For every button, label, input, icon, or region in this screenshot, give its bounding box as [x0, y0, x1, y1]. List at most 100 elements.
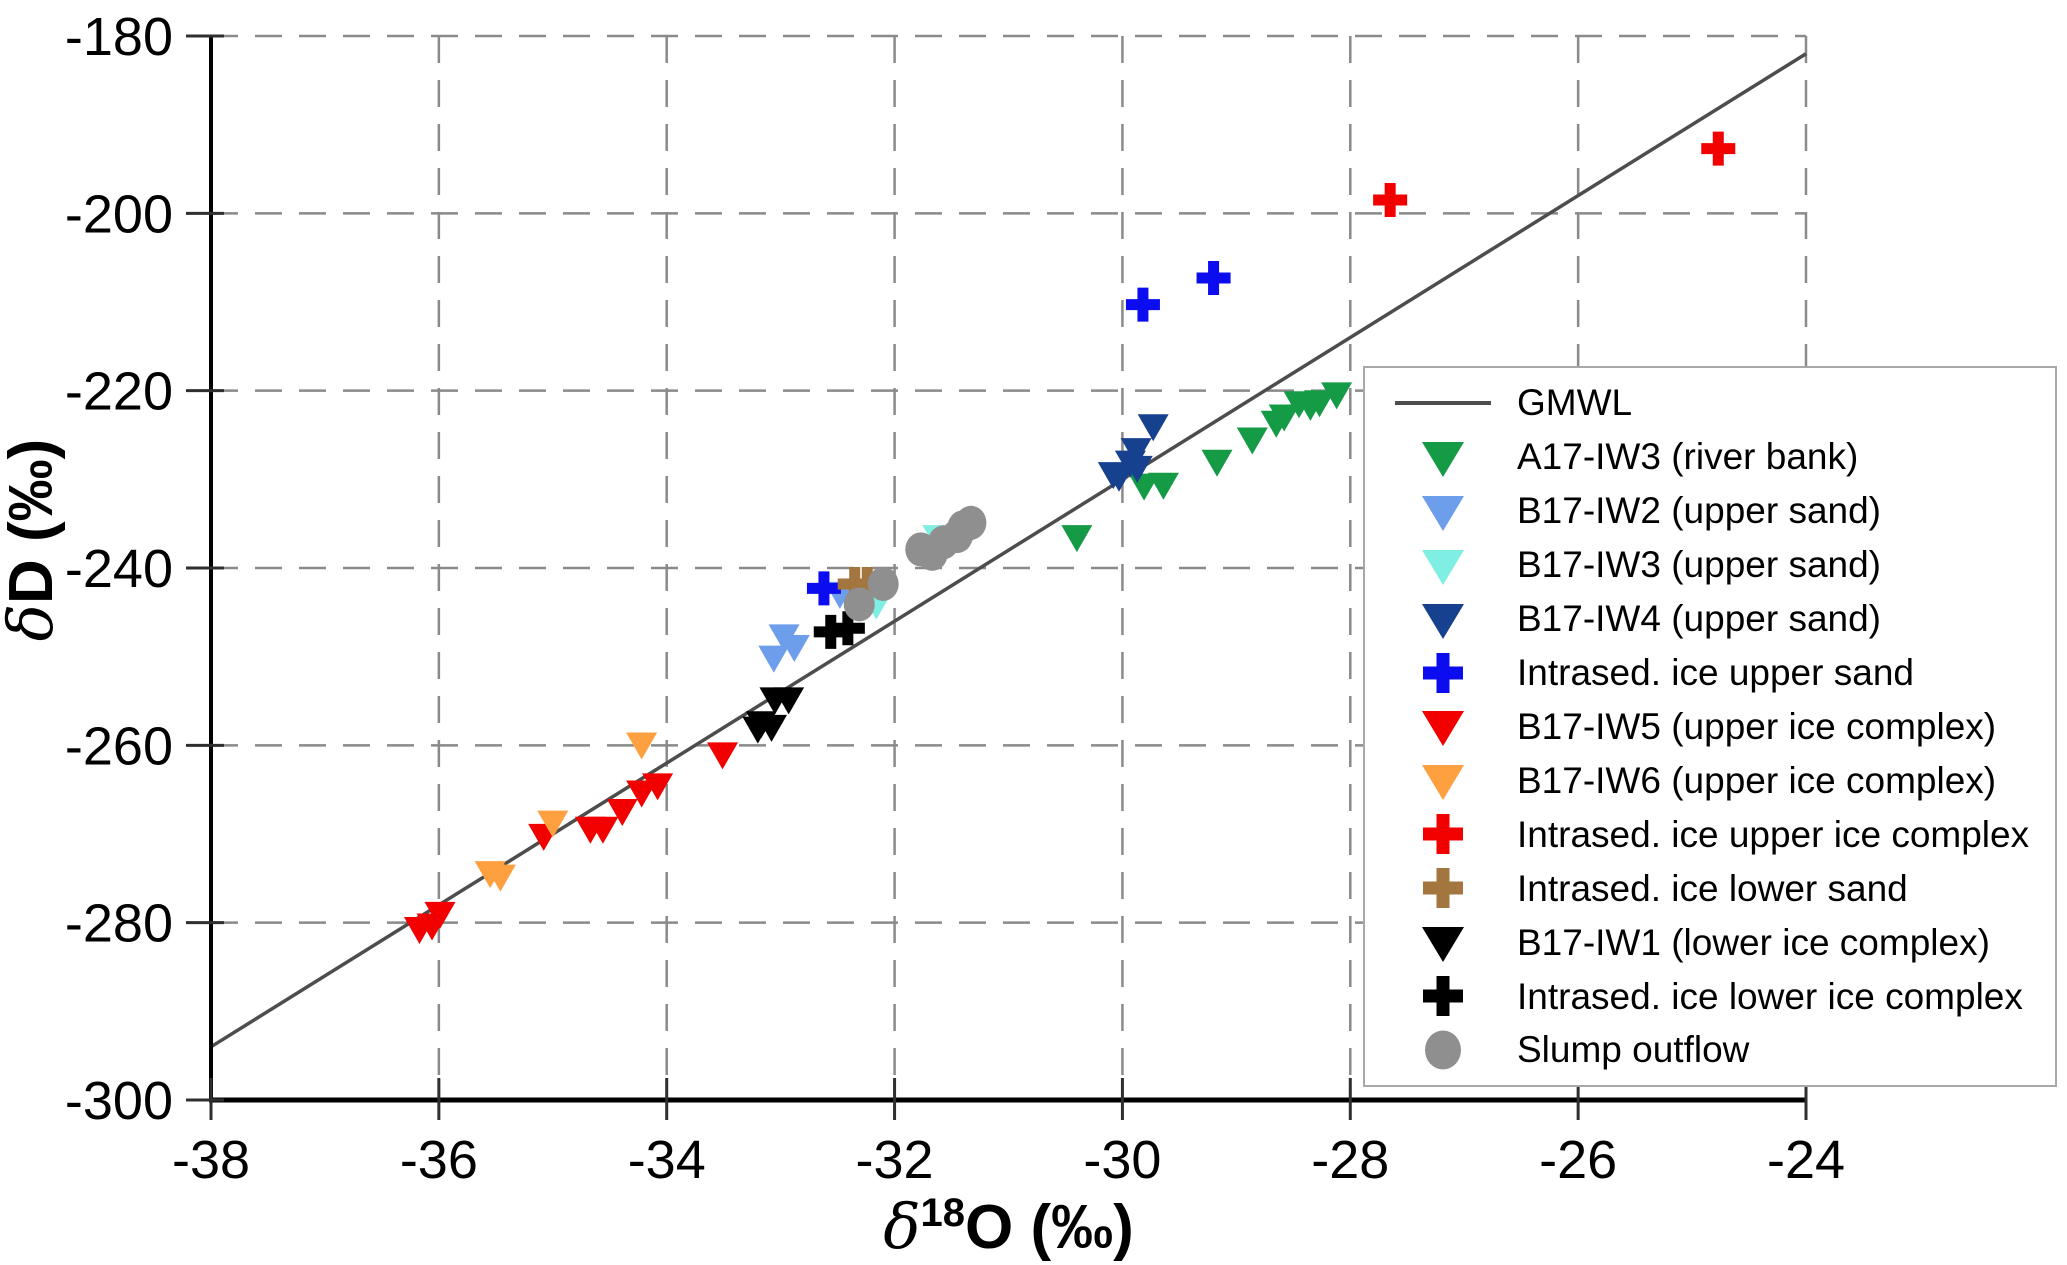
- triangle-down-legend-icon: [1422, 441, 1464, 477]
- data-point: [1304, 390, 1336, 418]
- legend-marker-glyph: [1422, 441, 1464, 477]
- legend-item-a17-iw3-river-bank-: A17-IW3 (river bank): [1379, 434, 2051, 480]
- legend-marker-glyph: [1423, 868, 1463, 909]
- legend-label: B17-IW3 (upper sand): [1517, 544, 1882, 586]
- legend-marker-glyph: [1425, 1030, 1461, 1070]
- data-point: [1321, 382, 1353, 410]
- triangle-down-legend-icon: [1422, 765, 1464, 801]
- line-legend-icon: [1395, 400, 1491, 405]
- legend-item-intrased-ice-lower-ice-complex: Intrased. ice lower ice complex: [1379, 973, 2051, 1019]
- y-tick-label: -200: [65, 184, 173, 244]
- legend-label: B17-IW1 (lower ice complex): [1517, 921, 1990, 963]
- legend-marker-glyph: [1423, 814, 1463, 855]
- x-axis-title: δ18O (‰): [883, 1190, 1134, 1263]
- legend-marker-glyph: [1422, 711, 1464, 747]
- triangle-down-legend-icon: [1422, 549, 1464, 585]
- legend-box: GMWL A17-IW3 (river bank) B17-IW2 (upper s…: [1363, 366, 2057, 1087]
- x-tick-label: -30: [1083, 1130, 1161, 1190]
- plus-legend-icon: [1423, 652, 1463, 693]
- legend-item-slump-outflow: Slump outflow: [1379, 1027, 2051, 1073]
- data-point: [424, 901, 456, 929]
- data-point: [1701, 131, 1736, 166]
- plus-legend-icon: [1423, 868, 1463, 909]
- x-tick-label: -24: [1767, 1130, 1845, 1190]
- y-tick-label: -280: [65, 894, 173, 954]
- legend-marker-glyph: [1422, 495, 1464, 531]
- data-point: [1268, 404, 1300, 432]
- data-point: [1196, 261, 1231, 296]
- legend-label: Slump outflow: [1517, 1029, 1750, 1071]
- series-a17-iw3-river-bank-: [1061, 382, 1353, 553]
- data-point: [742, 716, 774, 744]
- series-intrased-ice-upper-sand: [806, 261, 1231, 606]
- triangle-down-legend-icon: [1422, 603, 1464, 639]
- legend-marker-glyph: [1423, 976, 1463, 1017]
- series-intrased-ice-upper-ice-complex: [1373, 131, 1736, 218]
- legend-marker-glyph: [1422, 603, 1464, 639]
- legend-marker-glyph: [1422, 927, 1464, 963]
- legend-item-b17-iw2-upper-sand-: B17-IW2 (upper sand): [1379, 488, 2051, 534]
- y-tick-label: -180: [65, 7, 173, 67]
- x-tick-label: -32: [856, 1130, 934, 1190]
- data-point: [1061, 525, 1093, 553]
- y-tick-label: -260: [65, 716, 173, 776]
- data-point: [813, 614, 848, 649]
- legend-marker-glyph: [1423, 652, 1463, 693]
- data-point: [1137, 414, 1169, 442]
- data-point: [707, 742, 739, 770]
- series-b17-iw4-upper-sand-: [1097, 414, 1169, 492]
- y-tick-label: -220: [65, 362, 173, 422]
- legend-label: B17-IW5 (upper ice complex): [1517, 705, 1997, 747]
- legend-label: A17-IW3 (river bank): [1517, 436, 1859, 478]
- data-point: [806, 571, 841, 606]
- data-point: [1125, 287, 1160, 322]
- data-point: [484, 864, 516, 892]
- legend-label: B17-IW2 (upper sand): [1517, 490, 1882, 532]
- legend-label: Intrased. ice upper sand: [1517, 652, 1914, 694]
- legend-label: Intrased. ice upper ice complex: [1517, 813, 2030, 855]
- data-point: [773, 687, 805, 715]
- data-point: [867, 566, 899, 601]
- legend-label: Intrased. ice lower sand: [1517, 867, 1908, 909]
- legend-item-gmwl: GMWL: [1379, 380, 2051, 426]
- data-point: [850, 566, 885, 601]
- series-slump-outflow: [843, 505, 987, 622]
- circle-legend-icon: [1425, 1030, 1461, 1070]
- data-point: [955, 505, 987, 540]
- data-point: [1236, 427, 1268, 455]
- data-point: [1147, 472, 1179, 500]
- data-point: [606, 799, 638, 827]
- data-point: [626, 732, 658, 760]
- series-b17-iw1-lower-ice-complex-: [742, 687, 805, 744]
- legend-marker-glyph: [1422, 765, 1464, 801]
- data-point: [843, 587, 875, 622]
- x-tick-label: -26: [1539, 1130, 1617, 1190]
- legend-item-intrased-ice-lower-sand: Intrased. ice lower sand: [1379, 865, 2051, 911]
- triangle-down-legend-icon: [1422, 711, 1464, 747]
- data-point: [537, 810, 569, 838]
- data-point: [778, 635, 810, 663]
- x-tick-label: -28: [1311, 1130, 1389, 1190]
- data-point: [642, 773, 674, 801]
- y-axis-title: δD (‰): [0, 439, 67, 642]
- data-point: [1373, 183, 1408, 218]
- legend-marker-glyph: [1422, 549, 1464, 585]
- data-point: [830, 611, 865, 646]
- series-intrased-ice-lower-sand: [837, 566, 885, 601]
- data-point: [626, 780, 658, 808]
- series-b17-iw6-upper-ice-complex-: [474, 732, 658, 892]
- legend-label: B17-IW4 (upper sand): [1517, 598, 1882, 640]
- legend-label: GMWL: [1517, 382, 1633, 424]
- series-intrased-ice-lower-ice-complex: [813, 611, 865, 649]
- data-point: [1121, 455, 1153, 483]
- legend-label: Intrased. ice lower ice complex: [1517, 975, 2023, 1017]
- y-tick-label: -300: [65, 1071, 173, 1131]
- legend-item-intrased-ice-upper-sand: Intrased. ice upper sand: [1379, 650, 2051, 696]
- legend-item-b17-iw6-upper-ice-complex-: B17-IW6 (upper ice complex): [1379, 757, 2051, 803]
- legend-label: B17-IW6 (upper ice complex): [1517, 759, 1997, 801]
- legend-item-b17-iw1-lower-ice-complex-: B17-IW1 (lower ice complex): [1379, 919, 2051, 965]
- gmwl-line: [210, 52, 1807, 1049]
- data-point: [758, 645, 790, 673]
